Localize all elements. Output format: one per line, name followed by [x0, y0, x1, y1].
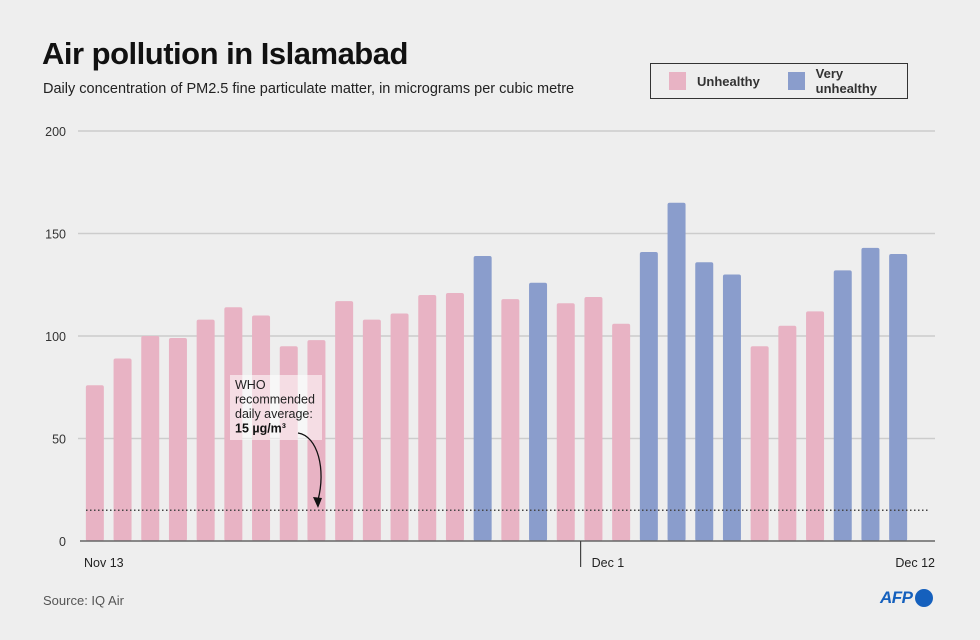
chart-subtitle: Daily concentration of PM2.5 fine partic…: [43, 81, 575, 97]
bar-nov-25: [418, 295, 437, 541]
y-tick-label: 50: [52, 433, 66, 447]
chart-title: Air pollution in Islamabad: [42, 36, 408, 71]
bar-nov-23: [362, 319, 381, 541]
legend-item-unhealthy: Unhealthy: [669, 72, 760, 90]
bar-nov-15: [141, 336, 160, 541]
source-note: Source: IQ Air: [43, 593, 124, 608]
y-tick-label: 100: [45, 330, 66, 344]
afp-logo: AFP: [880, 588, 933, 608]
annotation-value: 15 µg/m³: [235, 422, 286, 436]
annotation-text: recommended: [235, 393, 315, 407]
bar-nov-28: [501, 299, 520, 541]
bar-nov-13: [85, 385, 104, 541]
legend-label-very-unhealthy: Very unhealthy: [815, 66, 878, 96]
annotation-text: daily average:: [235, 407, 313, 421]
afp-logo-dot-icon: [914, 589, 933, 607]
y-tick-label: 200: [45, 125, 66, 139]
bar-dec-10: [833, 270, 852, 541]
legend: Unhealthy Very unhealthy: [650, 63, 908, 99]
arrowhead-icon: [313, 497, 322, 508]
bar-dec-9: [806, 311, 825, 541]
bar-dec-1: [584, 297, 603, 541]
bar-nov-26: [445, 292, 464, 541]
bar-nov-22: [335, 301, 354, 541]
bar-dec-12: [889, 254, 908, 541]
bar-nov-16: [168, 338, 187, 541]
annotation-box: [230, 375, 322, 440]
legend-swatch-unhealthy: [669, 72, 686, 90]
bar-nov-29: [529, 282, 548, 541]
bar-nov-17: [196, 319, 215, 541]
y-tick-label: 150: [45, 228, 66, 242]
x-tick-label: Dec 12: [895, 556, 935, 570]
annotation-arrow: [297, 432, 322, 501]
bar-dec-2: [612, 323, 631, 541]
legend-label-unhealthy: Unhealthy: [697, 73, 760, 89]
annotation-text: WHO: [235, 378, 266, 392]
x-tick-label: Dec 1: [592, 556, 625, 570]
y-tick-label: 0: [59, 535, 66, 549]
afp-logo-text: AFP: [880, 588, 913, 607]
bar-dec-7: [750, 346, 769, 541]
bar-dec-11: [861, 247, 880, 541]
x-tick-label: Nov 13: [84, 556, 124, 570]
legend-item-very-unhealthy: Very unhealthy: [787, 66, 907, 96]
bar-dec-5: [695, 262, 714, 541]
bar-nov-14: [113, 358, 132, 541]
bar-dec-4: [667, 202, 686, 541]
legend-swatch-very-unhealthy: [787, 72, 805, 90]
bar-dec-3: [639, 251, 658, 541]
bar-dec-8: [778, 325, 797, 541]
bar-nov-24: [390, 313, 409, 541]
bar-nov-30: [556, 303, 575, 541]
bar-dec-6: [722, 274, 741, 541]
bar-nov-27: [473, 256, 492, 541]
